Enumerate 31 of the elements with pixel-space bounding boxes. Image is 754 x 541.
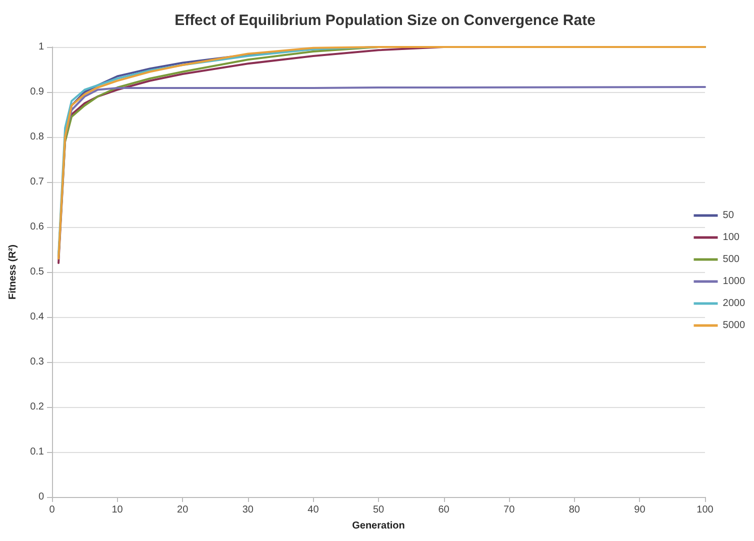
legend-label: 100 [722,232,740,243]
y-tick-label: 0 [38,492,44,502]
y-tick-label: 0.6 [30,222,44,232]
y-tick-label: 0.2 [30,402,44,412]
legend-label: 5000 [722,320,746,331]
x-tick-label: 60 [438,504,450,516]
legend-label: 500 [722,254,740,265]
y-tick-label: 0.4 [30,312,44,322]
y-tick-label: 0.7 [30,176,44,188]
y-tick-label: 1 [38,42,44,52]
legend-label: 2000 [722,298,746,309]
legend-label: 1000 [722,276,746,287]
y-tick-label: 0.3 [30,356,44,368]
x-tick-label: 40 [308,504,320,516]
y-tick-label: 0.9 [30,86,44,98]
x-tick-label: 20 [177,504,189,516]
x-tick-label: 100 [696,504,714,516]
y-tick-label: 0.1 [30,446,44,458]
x-axis-title: Generation [352,520,405,532]
y-tick-label: 0.8 [30,132,44,142]
x-tick-label: 30 [242,504,254,516]
x-tick-label: 50 [372,504,384,516]
x-tick-label: 90 [634,504,646,516]
x-tick-label: 80 [568,504,580,516]
legend-label: 50 [722,210,734,221]
y-tick-label: 0.5 [30,266,44,278]
x-tick-label: 70 [504,504,516,516]
x-tick-label: 10 [112,504,124,516]
x-tick-label: 0 [49,504,56,516]
y-axis-title: Fitness (R²) [8,244,18,300]
chart-title: Effect of Equilibrium Population Size on Convergence Rate [174,12,596,29]
